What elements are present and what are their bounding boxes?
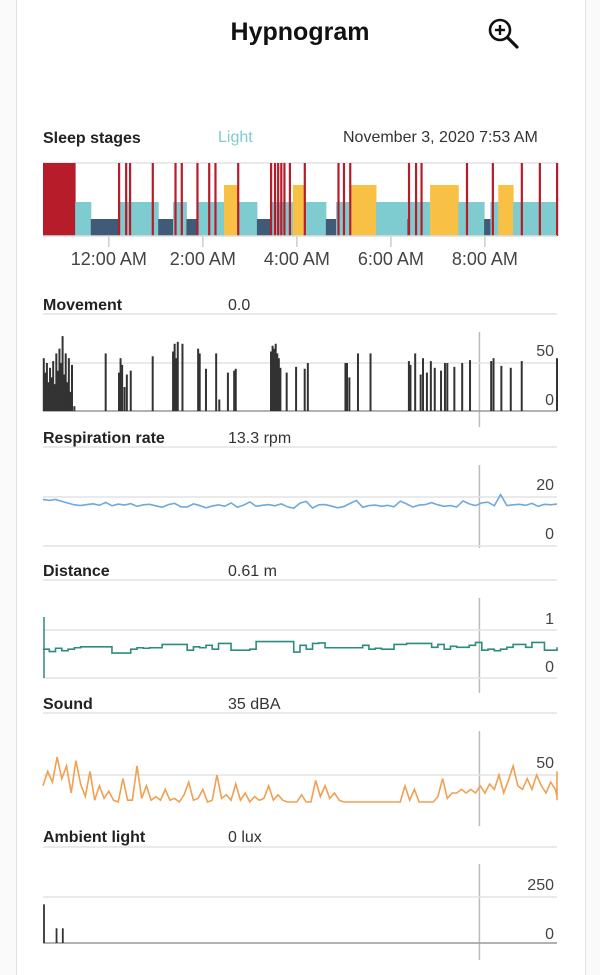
stage-segment-light <box>408 202 431 236</box>
respiration-value: 13.3 rpm <box>228 430 292 447</box>
awake-blip <box>491 163 494 236</box>
ambient-light-value: 0 lux <box>228 829 262 846</box>
awake-blip <box>270 163 273 236</box>
stage-segment-deep <box>158 219 174 236</box>
stage-segment-rem <box>498 185 514 236</box>
stage-segment-deep <box>484 219 491 236</box>
stage-segment-deep <box>186 219 198 236</box>
distance-ytick-0: 0 <box>545 659 554 676</box>
movement-value: 0.0 <box>228 297 251 314</box>
stage-segment-light <box>238 202 258 236</box>
awake-blip <box>280 163 283 236</box>
awake-blip <box>337 163 340 236</box>
sound-label: Sound <box>43 696 93 713</box>
awake-blip <box>420 163 423 236</box>
awake-blip <box>556 163 559 236</box>
stage-segment-light <box>458 202 485 236</box>
awake-blip <box>465 163 469 236</box>
awake-blip <box>125 163 128 236</box>
page-title: Hypnogram <box>230 18 370 46</box>
ambient-light-label: Ambient light <box>43 829 146 846</box>
current-stage-label: Light <box>218 129 253 146</box>
stage-segment-rem <box>292 185 305 236</box>
cursor-datetime: November 3, 2020 7:53 AM <box>343 129 538 146</box>
stage-segment-rem <box>430 185 459 236</box>
stage-segment-light <box>303 202 327 236</box>
distance-value: 0.61 m <box>228 563 277 580</box>
awake-blip <box>214 163 217 236</box>
distance-label: Distance <box>43 563 110 580</box>
respiration-line <box>42 492 558 510</box>
sound-value: 35 dBA <box>228 696 281 713</box>
x-tick-label: 6:00 AM <box>357 249 424 269</box>
zoom-in-button[interactable] <box>486 16 520 50</box>
movement-label: Movement <box>43 297 123 314</box>
stage-segment-rem <box>350 185 377 236</box>
zoom-in-icon <box>488 18 519 49</box>
awake-blip <box>520 163 523 236</box>
awake-blip <box>180 163 183 236</box>
sound-line <box>42 756 558 804</box>
awake-blip <box>538 163 541 236</box>
respiration-ytick-20: 20 <box>536 477 554 494</box>
awake-blip <box>196 163 199 236</box>
awake-blip <box>151 163 154 236</box>
awake-blip <box>349 163 352 236</box>
respiration-ytick-0: 0 <box>545 526 554 543</box>
awake-blip <box>277 163 280 236</box>
stage-segment-light <box>75 202 92 236</box>
awake-blip <box>342 163 346 236</box>
stage-segment-light <box>119 202 122 236</box>
awake-blip <box>283 163 286 236</box>
respiration-label: Respiration rate <box>43 430 165 447</box>
x-tick-label: 4:00 AM <box>263 249 330 269</box>
awake-blip <box>118 163 121 236</box>
distance-line <box>43 640 558 654</box>
x-tick-label: 8:00 AM <box>451 249 518 269</box>
stage-segment-deep <box>90 219 120 236</box>
stage-segment-light <box>513 202 558 236</box>
stage-segment-rem <box>223 185 239 236</box>
stage-segment-awake <box>43 163 76 236</box>
awake-blip <box>273 163 277 236</box>
awake-blip <box>128 163 132 236</box>
x-tick-label: 2:00 AM <box>169 249 236 269</box>
sound-ytick-50: 50 <box>536 755 554 772</box>
x-tick-label: 12:00 AM <box>70 249 147 269</box>
stage-segment-light <box>376 202 408 236</box>
awake-blip <box>414 163 418 236</box>
awake-blip <box>174 163 177 236</box>
awake-blip <box>208 163 211 236</box>
stage-segment-deep <box>256 219 272 236</box>
awake-blip <box>237 163 240 236</box>
awake-blip <box>407 163 411 236</box>
stage-segment-deep <box>325 219 337 236</box>
sleep-stages-label: Sleep stages <box>43 130 141 147</box>
awake-blip <box>288 163 292 236</box>
awake-blip <box>303 163 306 236</box>
movement-ytick-50: 50 <box>536 343 554 360</box>
stage-segment-light <box>490 202 499 236</box>
ambient-ytick-250: 250 <box>527 877 554 894</box>
movement-ytick-0: 0 <box>545 392 554 409</box>
stage-segment-light <box>197 202 225 236</box>
distance-ytick-1: 1 <box>545 611 554 628</box>
ambient-ytick-0: 0 <box>545 926 554 943</box>
